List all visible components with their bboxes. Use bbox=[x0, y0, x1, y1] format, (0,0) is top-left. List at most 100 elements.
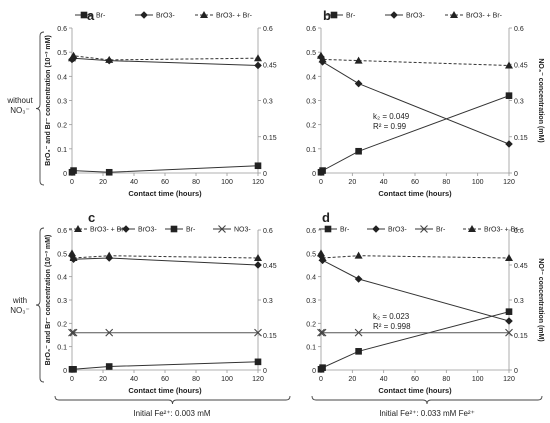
y-tick-label-left: 0.6 bbox=[306, 26, 316, 33]
x-tick-label: 80 bbox=[192, 376, 200, 383]
data-point bbox=[69, 255, 78, 263]
x-tick-label: 80 bbox=[442, 376, 450, 383]
x-tick-label: 100 bbox=[221, 179, 233, 186]
data-point bbox=[318, 55, 327, 63]
legend-marker bbox=[372, 225, 380, 233]
data-point bbox=[254, 261, 262, 269]
data-point bbox=[70, 167, 77, 174]
x-tick-label: 20 bbox=[99, 376, 107, 383]
legend-marker bbox=[80, 11, 88, 19]
x-tick-label: 20 bbox=[99, 179, 107, 186]
y-tick-label-left: 0 bbox=[312, 171, 316, 178]
y-tick-label-right: 0.6 bbox=[263, 228, 273, 235]
data-point bbox=[354, 79, 363, 88]
legend-marker bbox=[122, 225, 130, 233]
panel-d: d 0 0.1 0.2 0.3 0.4 0.5 0.6 0 0.15 0.3 0.45 0.6 0 20 40… bbox=[306, 210, 544, 395]
series-triangle bbox=[317, 249, 513, 261]
y-tick-label-left: 0.3 bbox=[306, 99, 316, 106]
y-tick-label-left: 0.2 bbox=[57, 321, 67, 328]
data-point bbox=[505, 317, 513, 325]
data-point bbox=[68, 251, 76, 260]
y-tick-label-right: 0.3 bbox=[514, 298, 524, 305]
x-tick-label: 100 bbox=[221, 376, 233, 383]
bottom-label-left: Initial Fe²⁺: 0.003 mM bbox=[133, 409, 210, 418]
y-tick-label-right: 0.45 bbox=[263, 263, 277, 270]
y-tick-label-left: 0.2 bbox=[57, 123, 67, 130]
legend-marker bbox=[140, 11, 148, 19]
x-tick-label: 60 bbox=[411, 376, 419, 383]
y-tick-label-right: 0 bbox=[263, 171, 267, 178]
series-line bbox=[71, 165, 259, 173]
x-tick-label: 60 bbox=[411, 179, 419, 186]
data-point bbox=[318, 328, 327, 337]
row-label-no3: NO₃⁻ bbox=[10, 106, 29, 115]
x-axis-label: Contact time (hours) bbox=[378, 189, 452, 198]
data-point bbox=[254, 162, 262, 170]
y-tick-label-left: 0.4 bbox=[306, 74, 316, 81]
data-point bbox=[105, 55, 114, 63]
y-tick-label-right: 0.45 bbox=[263, 62, 277, 69]
row-label-with: with bbox=[12, 296, 27, 305]
y-tick-label-left: 0.1 bbox=[306, 345, 316, 352]
y-tick-label-left: 0.4 bbox=[57, 74, 67, 81]
y-tick-label-left: 0.3 bbox=[57, 99, 67, 106]
data-point bbox=[105, 328, 114, 337]
y-axis-label-right: NO₃⁻ concentration (mM) bbox=[537, 58, 544, 142]
x-tick-label: 0 bbox=[319, 179, 323, 186]
y-tick-label-right: 0.15 bbox=[514, 333, 528, 340]
data-point-stroke bbox=[69, 328, 78, 337]
x-tick-label: 120 bbox=[503, 376, 515, 383]
y-tick-label-left: 0.1 bbox=[306, 147, 316, 154]
y-tick-label-left: 0 bbox=[312, 368, 316, 375]
data-point bbox=[254, 358, 262, 366]
data-point bbox=[70, 366, 77, 373]
data-point bbox=[254, 254, 262, 261]
x-tick-label: 0 bbox=[70, 179, 74, 186]
series-line bbox=[320, 95, 510, 173]
y-tick-label-right: 0.15 bbox=[263, 135, 277, 142]
y-tick-label-right: 0.45 bbox=[514, 62, 528, 69]
y-axis-label-right: NO³⁻ concentration (mM) bbox=[537, 258, 544, 341]
y-tick-label-left: 0 bbox=[63, 368, 67, 375]
legend-marker-stroke bbox=[218, 225, 226, 233]
data-point bbox=[254, 54, 262, 62]
legend: Br- BrO3- BrO3- + Br- bbox=[325, 11, 503, 20]
series-x bbox=[317, 328, 513, 337]
y-tick-label-right: 0.3 bbox=[263, 298, 273, 305]
x-tick-label: 120 bbox=[252, 179, 264, 186]
series-diamond bbox=[317, 251, 513, 325]
panel-label: c bbox=[88, 210, 95, 225]
series-square bbox=[68, 162, 262, 176]
series-diamond bbox=[68, 251, 262, 269]
y-tick-label-right: 0.6 bbox=[514, 228, 524, 235]
y-tick-label-left: 0.1 bbox=[57, 345, 67, 352]
x-tick-label: 120 bbox=[252, 376, 264, 383]
series-line bbox=[320, 311, 510, 370]
data-point-stroke bbox=[254, 328, 262, 337]
legend-marker bbox=[330, 11, 338, 19]
data-point bbox=[319, 364, 326, 371]
data-point bbox=[354, 251, 363, 259]
data-point bbox=[354, 275, 363, 283]
y-tick-label-right: 0 bbox=[263, 368, 267, 375]
legend-label: Br- bbox=[340, 227, 350, 234]
y-tick-label-left: 0.6 bbox=[57, 228, 67, 235]
panel-a: a00.10.20.30.40.50.600.150.30.450.602040… bbox=[45, 8, 277, 198]
series-square bbox=[317, 308, 513, 373]
legend: Br- BrO3- Br- BrO3- + Br- bbox=[319, 225, 521, 234]
x-tick-label: 40 bbox=[130, 376, 138, 383]
data-point bbox=[355, 348, 362, 355]
series-line bbox=[320, 255, 510, 322]
x-tick-label: 40 bbox=[380, 179, 388, 186]
data-point bbox=[68, 328, 76, 337]
y-tick-label-right: 0.6 bbox=[514, 26, 524, 33]
x-tick-label: 80 bbox=[442, 179, 450, 186]
y-tick-label-right: 0.6 bbox=[263, 26, 273, 33]
brace-bottom-left bbox=[54, 395, 291, 405]
series-line bbox=[71, 57, 259, 66]
series-square bbox=[317, 92, 513, 176]
legend-label: Br- bbox=[186, 227, 196, 234]
legend-label: BrO3- bbox=[156, 13, 175, 20]
series-line bbox=[71, 253, 259, 259]
y-tick-label-left: 0.5 bbox=[57, 251, 67, 258]
